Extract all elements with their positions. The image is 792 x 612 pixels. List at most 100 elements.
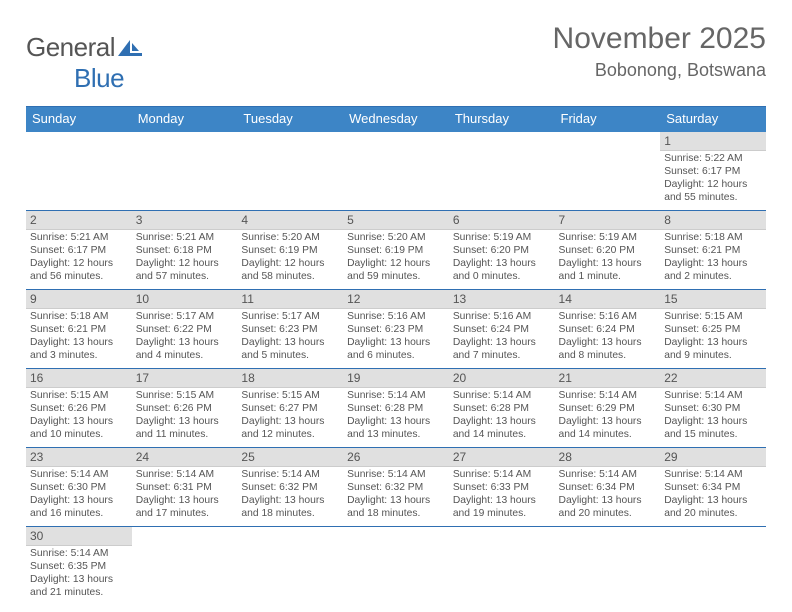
day-cell: 5Sunrise: 5:20 AMSunset: 6:19 PMDaylight… <box>343 211 449 290</box>
weekday-header: Saturday <box>660 107 766 133</box>
day-cell: 28Sunrise: 5:14 AMSunset: 6:34 PMDayligh… <box>555 448 661 527</box>
title-block: November 2025 Bobonong, Botswana <box>553 22 766 81</box>
day-details: Sunrise: 5:16 AMSunset: 6:24 PMDaylight:… <box>555 309 661 366</box>
day-cell: 15Sunrise: 5:15 AMSunset: 6:25 PMDayligh… <box>660 290 766 369</box>
day-cell: 11Sunrise: 5:17 AMSunset: 6:23 PMDayligh… <box>237 290 343 369</box>
brand-text-1: General <box>26 32 115 62</box>
day-details: Sunrise: 5:14 AMSunset: 6:30 PMDaylight:… <box>660 388 766 445</box>
day-cell: 24Sunrise: 5:14 AMSunset: 6:31 PMDayligh… <box>132 448 238 527</box>
day-cell: 1Sunrise: 5:22 AMSunset: 6:17 PMDaylight… <box>660 132 766 211</box>
day-details: Sunrise: 5:16 AMSunset: 6:24 PMDaylight:… <box>449 309 555 366</box>
day-number: 4 <box>237 211 343 230</box>
brand-text: GeneralBlue <box>26 32 141 94</box>
day-details: Sunrise: 5:19 AMSunset: 6:20 PMDaylight:… <box>555 230 661 287</box>
day-details: Sunrise: 5:20 AMSunset: 6:19 PMDaylight:… <box>343 230 449 287</box>
empty-cell <box>555 527 661 606</box>
day-number: 20 <box>449 369 555 388</box>
day-details: Sunrise: 5:14 AMSunset: 6:30 PMDaylight:… <box>26 467 132 524</box>
day-number: 11 <box>237 290 343 309</box>
day-details: Sunrise: 5:14 AMSunset: 6:34 PMDaylight:… <box>660 467 766 524</box>
day-number: 9 <box>26 290 132 309</box>
day-number: 2 <box>26 211 132 230</box>
day-cell: 2Sunrise: 5:21 AMSunset: 6:17 PMDaylight… <box>26 211 132 290</box>
day-number: 25 <box>237 448 343 467</box>
day-cell: 21Sunrise: 5:14 AMSunset: 6:29 PMDayligh… <box>555 369 661 448</box>
day-details: Sunrise: 5:15 AMSunset: 6:27 PMDaylight:… <box>237 388 343 445</box>
day-number: 1 <box>660 132 766 151</box>
day-number: 3 <box>132 211 238 230</box>
day-details: Sunrise: 5:22 AMSunset: 6:17 PMDaylight:… <box>660 151 766 208</box>
calendar-body: 1Sunrise: 5:22 AMSunset: 6:17 PMDaylight… <box>26 132 766 605</box>
empty-cell <box>132 132 238 211</box>
day-cell: 4Sunrise: 5:20 AMSunset: 6:19 PMDaylight… <box>237 211 343 290</box>
day-number: 7 <box>555 211 661 230</box>
weekday-header: Tuesday <box>237 107 343 133</box>
day-number: 30 <box>26 527 132 546</box>
day-details: Sunrise: 5:21 AMSunset: 6:18 PMDaylight:… <box>132 230 238 287</box>
weekday-header: Monday <box>132 107 238 133</box>
calendar-row: 2Sunrise: 5:21 AMSunset: 6:17 PMDaylight… <box>26 211 766 290</box>
day-details: Sunrise: 5:21 AMSunset: 6:17 PMDaylight:… <box>26 230 132 287</box>
day-details: Sunrise: 5:16 AMSunset: 6:23 PMDaylight:… <box>343 309 449 366</box>
day-cell: 17Sunrise: 5:15 AMSunset: 6:26 PMDayligh… <box>132 369 238 448</box>
day-details: Sunrise: 5:19 AMSunset: 6:20 PMDaylight:… <box>449 230 555 287</box>
calendar-row: 1Sunrise: 5:22 AMSunset: 6:17 PMDaylight… <box>26 132 766 211</box>
day-cell: 22Sunrise: 5:14 AMSunset: 6:30 PMDayligh… <box>660 369 766 448</box>
empty-cell <box>132 527 238 606</box>
day-cell: 20Sunrise: 5:14 AMSunset: 6:28 PMDayligh… <box>449 369 555 448</box>
day-cell: 13Sunrise: 5:16 AMSunset: 6:24 PMDayligh… <box>449 290 555 369</box>
day-number: 24 <box>132 448 238 467</box>
empty-cell <box>449 527 555 606</box>
day-details: Sunrise: 5:14 AMSunset: 6:32 PMDaylight:… <box>343 467 449 524</box>
day-cell: 16Sunrise: 5:15 AMSunset: 6:26 PMDayligh… <box>26 369 132 448</box>
day-details: Sunrise: 5:18 AMSunset: 6:21 PMDaylight:… <box>26 309 132 366</box>
calendar-row: 9Sunrise: 5:18 AMSunset: 6:21 PMDaylight… <box>26 290 766 369</box>
empty-cell <box>660 527 766 606</box>
day-details: Sunrise: 5:14 AMSunset: 6:28 PMDaylight:… <box>343 388 449 445</box>
day-number: 23 <box>26 448 132 467</box>
weekday-header: Friday <box>555 107 661 133</box>
location: Bobonong, Botswana <box>553 60 766 81</box>
day-cell: 23Sunrise: 5:14 AMSunset: 6:30 PMDayligh… <box>26 448 132 527</box>
day-cell: 12Sunrise: 5:16 AMSunset: 6:23 PMDayligh… <box>343 290 449 369</box>
day-details: Sunrise: 5:15 AMSunset: 6:26 PMDaylight:… <box>132 388 238 445</box>
day-cell: 29Sunrise: 5:14 AMSunset: 6:34 PMDayligh… <box>660 448 766 527</box>
day-cell: 30Sunrise: 5:14 AMSunset: 6:35 PMDayligh… <box>26 527 132 606</box>
day-details: Sunrise: 5:15 AMSunset: 6:25 PMDaylight:… <box>660 309 766 366</box>
empty-cell <box>237 527 343 606</box>
calendar-row: 16Sunrise: 5:15 AMSunset: 6:26 PMDayligh… <box>26 369 766 448</box>
day-number: 6 <box>449 211 555 230</box>
day-cell: 3Sunrise: 5:21 AMSunset: 6:18 PMDaylight… <box>132 211 238 290</box>
brand-logo: GeneralBlue <box>26 32 141 94</box>
brand-text-2: Blue <box>74 63 124 93</box>
day-details: Sunrise: 5:20 AMSunset: 6:19 PMDaylight:… <box>237 230 343 287</box>
day-number: 19 <box>343 369 449 388</box>
day-number: 28 <box>555 448 661 467</box>
header: GeneralBlue November 2025 Bobonong, Bots… <box>26 22 766 94</box>
day-cell: 19Sunrise: 5:14 AMSunset: 6:28 PMDayligh… <box>343 369 449 448</box>
day-number: 26 <box>343 448 449 467</box>
day-details: Sunrise: 5:14 AMSunset: 6:31 PMDaylight:… <box>132 467 238 524</box>
day-cell: 25Sunrise: 5:14 AMSunset: 6:32 PMDayligh… <box>237 448 343 527</box>
day-number: 15 <box>660 290 766 309</box>
day-cell: 10Sunrise: 5:17 AMSunset: 6:22 PMDayligh… <box>132 290 238 369</box>
day-number: 18 <box>237 369 343 388</box>
day-number: 5 <box>343 211 449 230</box>
day-cell: 27Sunrise: 5:14 AMSunset: 6:33 PMDayligh… <box>449 448 555 527</box>
day-number: 21 <box>555 369 661 388</box>
day-details: Sunrise: 5:14 AMSunset: 6:34 PMDaylight:… <box>555 467 661 524</box>
day-cell: 8Sunrise: 5:18 AMSunset: 6:21 PMDaylight… <box>660 211 766 290</box>
day-cell: 18Sunrise: 5:15 AMSunset: 6:27 PMDayligh… <box>237 369 343 448</box>
sail-icon <box>117 39 143 57</box>
weekday-header-row: SundayMondayTuesdayWednesdayThursdayFrid… <box>26 107 766 133</box>
day-details: Sunrise: 5:14 AMSunset: 6:33 PMDaylight:… <box>449 467 555 524</box>
day-number: 13 <box>449 290 555 309</box>
day-number: 14 <box>555 290 661 309</box>
day-number: 8 <box>660 211 766 230</box>
empty-cell <box>343 527 449 606</box>
day-details: Sunrise: 5:18 AMSunset: 6:21 PMDaylight:… <box>660 230 766 287</box>
empty-cell <box>449 132 555 211</box>
empty-cell <box>343 132 449 211</box>
calendar-table: SundayMondayTuesdayWednesdayThursdayFrid… <box>26 106 766 605</box>
day-details: Sunrise: 5:15 AMSunset: 6:26 PMDaylight:… <box>26 388 132 445</box>
